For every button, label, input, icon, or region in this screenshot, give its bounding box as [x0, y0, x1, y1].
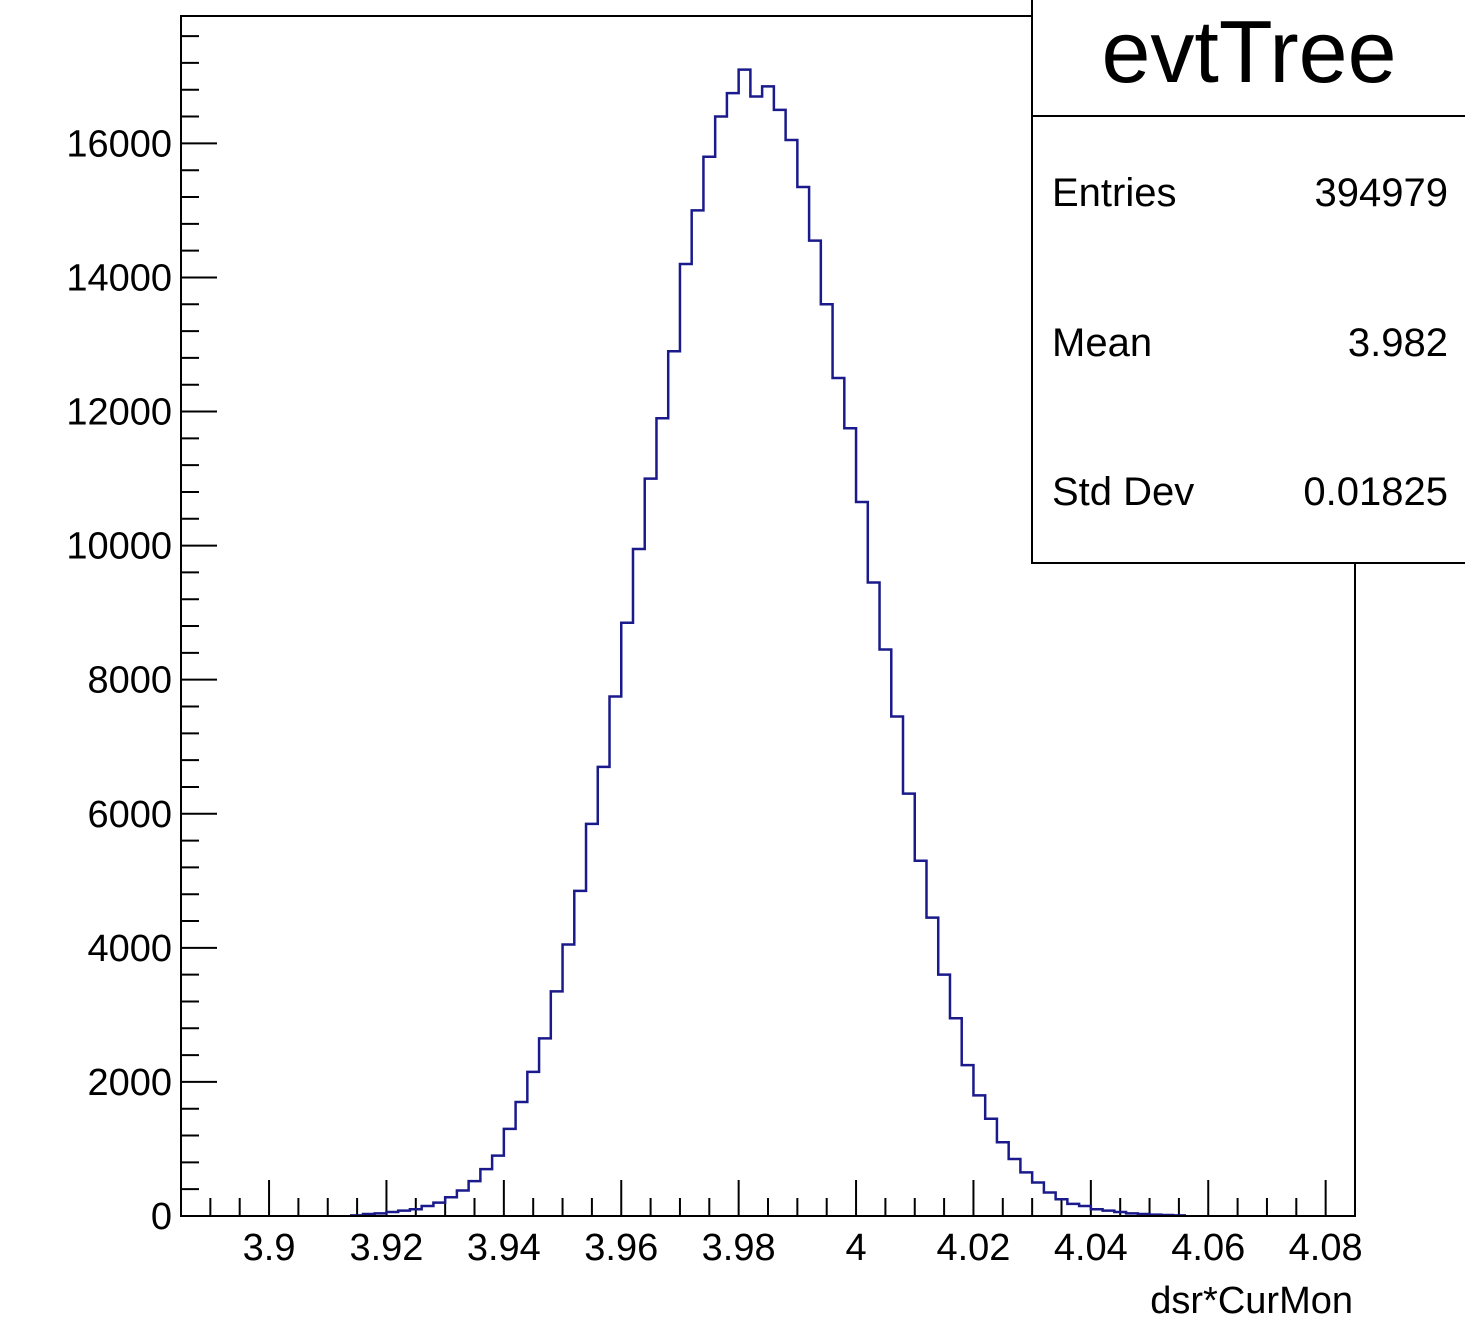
histogram-bin	[856, 502, 868, 1216]
histogram-bin	[1020, 1172, 1032, 1216]
y-tick-label: 16000	[66, 123, 172, 165]
x-tick-label: 3.9	[243, 1227, 296, 1269]
y-tick-label: 4000	[87, 928, 172, 970]
x-axis-title: dsr*CurMon	[1150, 1280, 1353, 1322]
x-tick-label: 3.94	[467, 1227, 541, 1269]
stats-mean-value: 3.982	[1348, 321, 1448, 365]
y-tick-label: 8000	[87, 660, 172, 702]
stats-box: evtTree Entries 394979 Mean 3.982 Std De…	[1031, 0, 1465, 564]
histogram-bin	[926, 918, 938, 1216]
stats-entries-label: Entries	[1052, 171, 1177, 215]
x-tick-label: 4.08	[1289, 1227, 1363, 1269]
histogram-bin	[621, 623, 633, 1216]
histogram-bin	[774, 110, 786, 1216]
histogram-bin	[504, 1129, 516, 1216]
stats-mean-label: Mean	[1052, 321, 1152, 365]
histogram-bin	[821, 304, 833, 1216]
histogram-bin	[563, 944, 575, 1216]
histogram-bin	[997, 1142, 1009, 1216]
histogram-bin	[492, 1156, 504, 1216]
histogram-bin	[610, 696, 622, 1216]
histogram-bin	[703, 157, 715, 1216]
histogram-bin	[762, 86, 774, 1216]
plot-frame	[180, 15, 1356, 1217]
x-tick-label: 3.98	[702, 1227, 776, 1269]
histogram-bin	[727, 93, 739, 1216]
histogram-bin	[457, 1191, 469, 1216]
stats-entries-value: 394979	[1315, 171, 1448, 215]
histogram-bin	[539, 1038, 551, 1216]
histogram-bin	[574, 891, 586, 1216]
x-tick-label: 4.06	[1171, 1227, 1245, 1269]
y-tick-label: 6000	[87, 794, 172, 836]
histogram-bin	[891, 717, 903, 1216]
stats-box-title: evtTree	[1101, 2, 1396, 101]
histogram-bin	[1067, 1204, 1079, 1216]
histogram-bin	[915, 861, 927, 1216]
histogram-bin	[985, 1119, 997, 1216]
histogram-bin	[833, 378, 845, 1216]
histogram-bin	[973, 1095, 985, 1216]
x-axis-tick-labels: 3.9 3.92 3.94 3.96 3.98 4 4.02 4.04 4.06 4.08	[243, 1227, 1363, 1269]
y-tick-label: 14000	[66, 257, 172, 299]
histogram-bin	[1032, 1182, 1044, 1216]
stats-stddev-value: 0.01825	[1303, 470, 1448, 514]
histogram-bin	[950, 1018, 962, 1216]
histogram-bin	[750, 96, 762, 1216]
histogram-bin	[880, 650, 892, 1216]
histogram-bin	[844, 428, 856, 1216]
histogram-bin	[938, 975, 950, 1216]
histogram-bin	[1079, 1206, 1091, 1216]
histogram-bin	[962, 1065, 974, 1216]
x-tick-label: 3.96	[584, 1227, 658, 1269]
histogram-bin	[692, 210, 704, 1216]
histogram-bin	[1009, 1159, 1021, 1216]
histogram-bin	[868, 582, 880, 1216]
histogram-bin	[1056, 1199, 1068, 1216]
histogram-bin	[445, 1197, 457, 1216]
histogram-bin	[480, 1169, 492, 1216]
histogram-bin	[598, 767, 610, 1216]
x-tick-label: 4.02	[936, 1227, 1010, 1269]
histogram-bin	[797, 187, 809, 1216]
y-tick-label: 2000	[87, 1062, 172, 1104]
histogram-bin	[786, 140, 798, 1216]
y-axis-tick-labels: 0 2000 4000 6000 8000 10000 12000 14000 16000	[66, 123, 172, 1238]
stats-stddev-label: Std Dev	[1052, 470, 1194, 514]
x-axis-ticks	[209, 1180, 1356, 1216]
histogram-bin	[903, 794, 915, 1216]
histogram-bin	[469, 1181, 481, 1216]
y-tick-label: 10000	[66, 526, 172, 568]
histogram-bin	[809, 241, 821, 1216]
histogram-bars	[349, 68, 1187, 1217]
histogram-bin	[586, 824, 598, 1216]
x-tick-label: 4.04	[1054, 1227, 1128, 1269]
histogram-bin	[433, 1203, 445, 1216]
histogram-bin	[668, 351, 680, 1216]
histogram-bin	[645, 479, 657, 1216]
histogram-bin	[1044, 1193, 1056, 1216]
y-axis-ticks	[181, 35, 217, 1217]
histogram-bin	[633, 549, 645, 1216]
x-tick-label: 3.92	[349, 1227, 423, 1269]
histogram-bin	[551, 991, 563, 1216]
histogram-bin	[680, 264, 692, 1216]
histogram-bin	[715, 117, 727, 1216]
y-tick-label: 0	[151, 1196, 172, 1238]
histogram-bin	[656, 418, 668, 1216]
histogram-bin	[516, 1102, 528, 1216]
histogram-bin	[739, 70, 751, 1216]
x-tick-label: 4	[845, 1227, 866, 1269]
y-tick-label: 12000	[66, 392, 172, 434]
histogram-bin	[527, 1072, 539, 1216]
histogram-bin	[422, 1206, 434, 1216]
histogram-outline	[349, 68, 1187, 1217]
